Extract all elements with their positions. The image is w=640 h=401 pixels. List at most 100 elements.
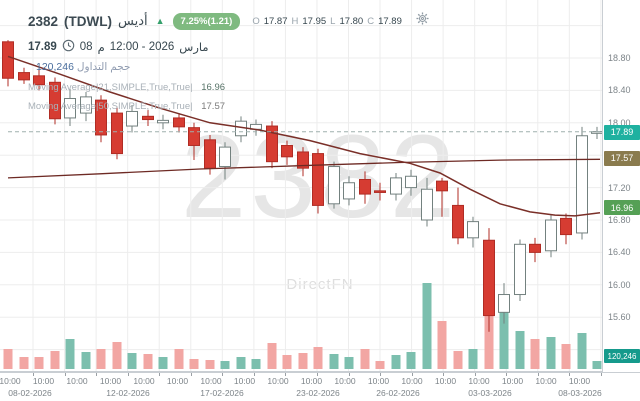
candle-down	[281, 144, 293, 158]
price-tick-label: 18.00	[608, 117, 631, 128]
axis-tick-mark	[64, 373, 66, 376]
bar-meridiem: م	[97, 42, 105, 54]
close-value: 17.89	[378, 15, 402, 27]
ma21-value: 16.96	[201, 82, 226, 93]
time-tick-label: 10:00	[0, 376, 21, 386]
candle-up	[498, 294, 510, 313]
time-tick-label: 10:00	[133, 376, 155, 386]
time-tick-label: 10:00	[200, 376, 222, 386]
volume-bar	[375, 361, 385, 369]
axis-tick-mark	[443, 373, 445, 376]
axis-tick-mark	[569, 373, 571, 376]
time-tick-label: 10:00	[535, 376, 557, 386]
time-tick-label: 10:00	[267, 376, 289, 386]
volume-bar	[174, 349, 184, 369]
volume-bar	[453, 351, 463, 369]
symbol-code[interactable]: 2382	[28, 13, 59, 29]
volume-bar	[3, 349, 13, 369]
volume-bar	[515, 331, 525, 369]
volume-bar	[484, 313, 494, 369]
ma50-legend-row: Moving Average|50,SIMPLE,True,True| 17.5…	[28, 101, 225, 112]
candle-down	[312, 153, 324, 206]
volume-bar	[220, 361, 230, 369]
axis-tick-mark	[474, 373, 476, 376]
candle-down	[560, 217, 572, 236]
volume-bar	[422, 283, 432, 369]
volume-bar	[34, 357, 44, 369]
volume-bar	[298, 353, 308, 369]
settings-gear-icon[interactable]	[416, 12, 429, 30]
ma50-label: Moving Average|50,SIMPLE,True,True|	[28, 101, 193, 112]
candle-up	[80, 96, 92, 114]
volume-bar	[391, 355, 401, 369]
date-tick-label: 17-02-2026	[200, 388, 244, 398]
volume-bar	[282, 355, 292, 369]
date-tick-label: 03-03-2026	[468, 388, 512, 398]
time-tick-label: 10:00	[66, 376, 88, 386]
volume-bar	[143, 354, 153, 369]
price-tick-label: 16.00	[608, 279, 631, 290]
candle-down	[297, 151, 309, 169]
volume-bar	[19, 357, 29, 369]
ma21-legend-row: Moving Average|21,SIMPLE,True,True| 16.9…	[28, 82, 225, 93]
candle-up	[421, 188, 433, 221]
axis-tick-mark	[600, 373, 602, 376]
axis-tick-mark	[348, 373, 350, 376]
volume-bar	[189, 359, 199, 369]
candle-up	[157, 119, 169, 124]
volume-bar	[158, 357, 168, 369]
candle-down	[529, 243, 541, 253]
time-axis[interactable]: 10:00 10:00 10:00 10:00 10:00 10:00 10:00 10:00…	[0, 372, 640, 401]
volume-bar	[50, 351, 60, 369]
time-tick-label: 10:00	[468, 376, 490, 386]
axis-tick-mark	[537, 373, 539, 376]
volume-bar	[468, 349, 478, 369]
price-axis[interactable]: 18.80 18.40 18.00 17.20 16.80 16.40 16.00 15.60…	[602, 0, 640, 372]
time-tick-label: 10:00	[233, 376, 256, 386]
axis-tick-mark	[96, 373, 98, 376]
change-badge: 7.25%(1.21)	[172, 12, 241, 30]
candle-up	[126, 110, 138, 127]
low-label: L	[330, 15, 336, 27]
up-triangle-icon: ▲	[155, 16, 165, 26]
low-value: 17.80	[339, 15, 364, 27]
volume-bar	[112, 342, 122, 369]
volume-bar	[313, 347, 323, 369]
last-update-row: 17.89 08 م 12:00 - 2026 مارس	[28, 39, 209, 55]
volume-bar	[251, 359, 261, 369]
time-tick-label: 10:00	[568, 376, 591, 386]
volume-bar	[499, 306, 509, 369]
axis-tick-mark	[316, 373, 318, 376]
candle-down	[18, 72, 30, 81]
candle-up	[390, 177, 402, 195]
candle-up	[219, 146, 231, 168]
close-label: C	[367, 15, 375, 27]
axis-tick-mark	[159, 373, 161, 376]
candle-up	[64, 98, 76, 119]
ma21-line	[7, 55, 601, 217]
price-tick-label: 16.40	[608, 247, 631, 258]
last-price-badge: 17.89	[604, 124, 640, 140]
axis-tick-mark	[127, 373, 129, 376]
volume-bar	[267, 343, 277, 369]
high-value: 17.95	[302, 15, 327, 27]
candle-down	[436, 180, 448, 192]
volume-bar	[236, 357, 246, 369]
volume-bar	[546, 337, 556, 369]
price-tick-label: 18.40	[608, 85, 631, 96]
bar-time-year: 12:00 - 2026	[109, 41, 175, 53]
date-tick-label: 23-02-2026	[296, 388, 340, 398]
high-label: H	[291, 15, 299, 27]
candle-up	[343, 182, 355, 200]
symbol-name-arabic: أديس	[118, 13, 148, 28]
exchange-code: (TDWL)	[64, 13, 113, 29]
volume-bar	[344, 357, 354, 369]
volume-bar	[329, 354, 339, 369]
candle-up	[576, 135, 588, 234]
axis-tick-mark	[253, 373, 255, 376]
axis-tick-mark	[222, 373, 224, 376]
candle-up	[545, 219, 557, 252]
time-tick-label: 10:00	[300, 376, 323, 386]
